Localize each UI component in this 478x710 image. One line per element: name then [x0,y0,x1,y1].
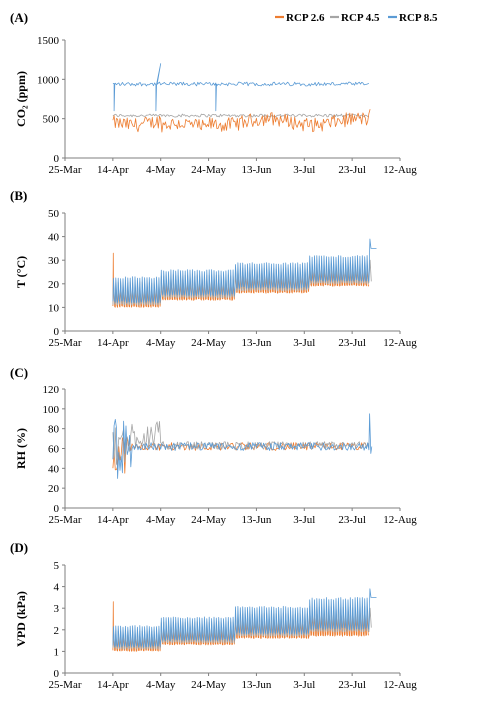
x-tick-label: 14-Apr [97,337,129,349]
series-line-rcp45 [112,113,370,118]
y-tick-label: 80 [48,424,60,436]
y-axis-label: RH (%) [14,428,28,469]
x-tick-label: 4-May [146,337,176,349]
chart-panel-1: (B) 0 10 20 30 40 50 25-Mar 14-Apr 4-May 24-May 13-… [10,188,417,349]
y-tick-label: 50 [48,208,60,220]
x-tick-label: 13-Jun [241,679,271,691]
x-tick-label: 13-Jun [241,514,271,526]
chart-panel-2: (C) 0 20 40 60 80 100 120 25-Mar 14-Apr 4-May 24-Ma… [10,365,417,526]
y-axis-label: CO₂ (ppm) [14,71,28,127]
x-tick-label: 3-Jul [293,164,315,176]
x-tick-label: 12-Aug [383,514,417,526]
x-tick-label: 14-Apr [97,514,129,526]
series-line-rcp85 [112,413,373,479]
x-tick-label: 3-Jul [293,514,315,526]
y-tick-label: 0 [54,326,60,338]
x-tick-label: 3-Jul [293,337,315,349]
x-tick-label: 24-May [191,164,226,176]
x-tick-label: 24-May [191,337,226,349]
x-tick-label: 14-Apr [97,679,129,691]
y-axis-label: VPD (kPa) [14,591,28,647]
x-tick-label: 25-Mar [49,164,82,176]
x-tick-label: 23-Jul [338,164,366,176]
y-tick-label: 20 [48,483,60,495]
series-line-rcp85 [112,63,370,112]
x-tick-label: 12-Aug [383,679,417,691]
y-tick-label: 4 [54,582,60,594]
y-tick-label: 2 [54,625,60,637]
x-tick-label: 12-Aug [383,337,417,349]
x-tick-label: 23-Jul [338,337,366,349]
y-tick-label: 100 [43,404,60,416]
legend-label-2: RCP 8.5 [399,12,438,24]
y-tick-label: 1000 [37,74,60,86]
x-tick-label: 25-Mar [49,514,82,526]
y-tick-label: 0 [54,668,60,680]
x-tick-label: 24-May [191,514,226,526]
y-tick-label: 40 [48,232,60,244]
x-tick-label: 23-Jul [338,514,366,526]
x-tick-label: 13-Jun [241,337,271,349]
y-tick-label: 5 [54,560,60,572]
y-tick-label: 500 [43,114,60,126]
y-tick-label: 120 [43,384,60,396]
y-tick-label: 3 [54,603,60,615]
legend-label-1: RCP 4.5 [341,12,380,24]
x-tick-label: 4-May [146,164,176,176]
x-tick-label: 4-May [146,514,176,526]
x-tick-label: 24-May [191,679,226,691]
series-line-rcp45 [112,421,370,465]
x-tick-label: 23-Jul [338,679,366,691]
panel-label: (D) [10,540,28,555]
panel-label: (B) [10,188,27,203]
x-tick-label: 25-Mar [49,679,82,691]
legend: RCP 2.6 RCP 4.5 RCP 8.5 [275,12,438,24]
chart-panel-0: (A) 0 500 1000 1500 25-Mar 14-Apr 4-May 24-May 13… [10,10,417,176]
panel-label: (C) [10,365,28,380]
y-axis-label: T (°C) [14,256,28,288]
y-tick-label: 40 [48,463,60,475]
series-line-rcp85 [112,588,377,648]
y-tick-label: 1500 [37,35,60,47]
legend-label-0: RCP 2.6 [286,12,325,24]
y-tick-label: 60 [48,444,60,456]
chart-panel-3: (D) 0 1 2 3 4 5 25-Mar 14-Apr 4-May 24-May 13-Jun 3-… [10,540,417,691]
y-tick-label: 0 [54,503,60,515]
y-tick-label: 20 [48,279,60,291]
x-tick-label: 4-May [146,679,176,691]
x-tick-label: 14-Apr [97,164,129,176]
x-tick-label: 25-Mar [49,337,82,349]
x-tick-label: 13-Jun [241,164,271,176]
x-tick-label: 3-Jul [293,679,315,691]
series-line-rcp26 [112,109,371,133]
y-tick-label: 10 [48,302,60,314]
y-tick-label: 30 [48,255,60,267]
series-line-rcp85 [112,238,377,303]
y-tick-label: 1 [54,646,60,658]
x-tick-label: 12-Aug [383,164,417,176]
panel-label: (A) [10,10,28,25]
y-tick-label: 0 [54,153,60,165]
